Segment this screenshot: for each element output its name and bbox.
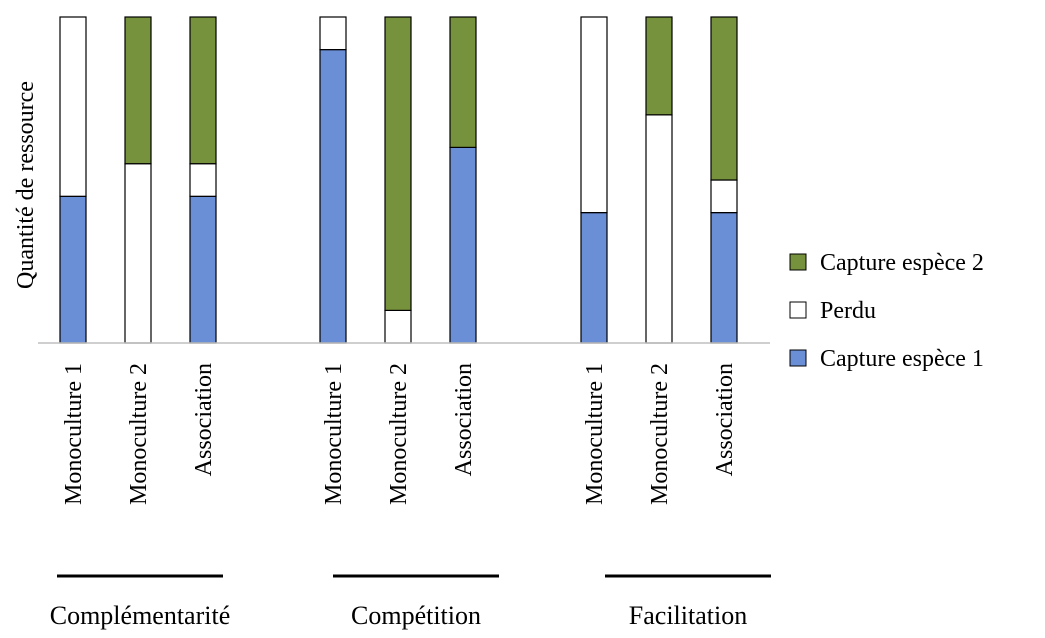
group-labels-layer: Complémentarité Compétition Facilitation bbox=[50, 574, 771, 630]
bar-segment-capture-esp-ce-2 bbox=[449, 16, 477, 148]
y-axis-label: Quantité de ressource bbox=[13, 81, 39, 289]
legend-label: Perdu bbox=[820, 298, 876, 324]
legend-swatch bbox=[789, 253, 807, 271]
x-tick-label: Monoculture 2 bbox=[647, 363, 673, 505]
bar-segment-capture-esp-ce-2 bbox=[645, 16, 673, 116]
bar-segment-perdu bbox=[384, 309, 412, 344]
bar-segment-capture-esp-ce-1 bbox=[59, 195, 87, 344]
bar-segment-perdu bbox=[124, 163, 152, 344]
legend-swatch bbox=[789, 349, 807, 367]
bar-segment-capture-esp-ce-1 bbox=[710, 212, 738, 344]
legend-label: Capture espèce 2 bbox=[820, 250, 984, 276]
legend-swatch bbox=[789, 301, 807, 319]
bar-segment-capture-esp-ce-2 bbox=[124, 16, 152, 165]
bar-segment-capture-esp-ce-1 bbox=[449, 146, 477, 344]
tick-labels-layer: Monoculture 1 Monoculture 2 Association Mon… bbox=[61, 363, 738, 505]
x-tick-label: Association bbox=[191, 363, 217, 476]
bar-segment-capture-esp-ce-1 bbox=[580, 212, 608, 344]
x-tick-label: Association bbox=[451, 363, 477, 476]
bar-segment-capture-esp-ce-2 bbox=[384, 16, 412, 311]
x-tick-label: Monoculture 1 bbox=[61, 363, 87, 505]
bar-segment-capture-esp-ce-1 bbox=[189, 195, 217, 344]
bar-segment-perdu bbox=[645, 114, 673, 344]
bar-segment-perdu bbox=[59, 16, 87, 197]
bar-segment-capture-esp-ce-2 bbox=[189, 16, 217, 165]
x-tick-label: Association bbox=[712, 363, 738, 476]
bar-segment-perdu bbox=[189, 163, 217, 197]
x-tick-label: Monoculture 1 bbox=[321, 363, 347, 505]
bar-segment-perdu bbox=[710, 179, 738, 214]
x-tick-label: Monoculture 2 bbox=[126, 363, 152, 505]
bar-segment-capture-esp-ce-2 bbox=[710, 16, 738, 181]
bar-segment-perdu bbox=[319, 16, 347, 51]
legend: Capture espèce 2 Perdu Capture espèce 1 bbox=[789, 250, 984, 372]
bar-segment-perdu bbox=[580, 16, 608, 214]
bars-layer bbox=[59, 16, 738, 344]
x-tick-label: Monoculture 1 bbox=[582, 363, 608, 505]
group-label: Facilitation bbox=[629, 601, 747, 630]
group-label: Compétition bbox=[351, 601, 481, 630]
bar-segment-capture-esp-ce-1 bbox=[319, 48, 347, 344]
group-label: Complémentarité bbox=[50, 601, 231, 630]
x-tick-label: Monoculture 2 bbox=[386, 363, 412, 505]
legend-label: Capture espèce 1 bbox=[820, 346, 984, 372]
